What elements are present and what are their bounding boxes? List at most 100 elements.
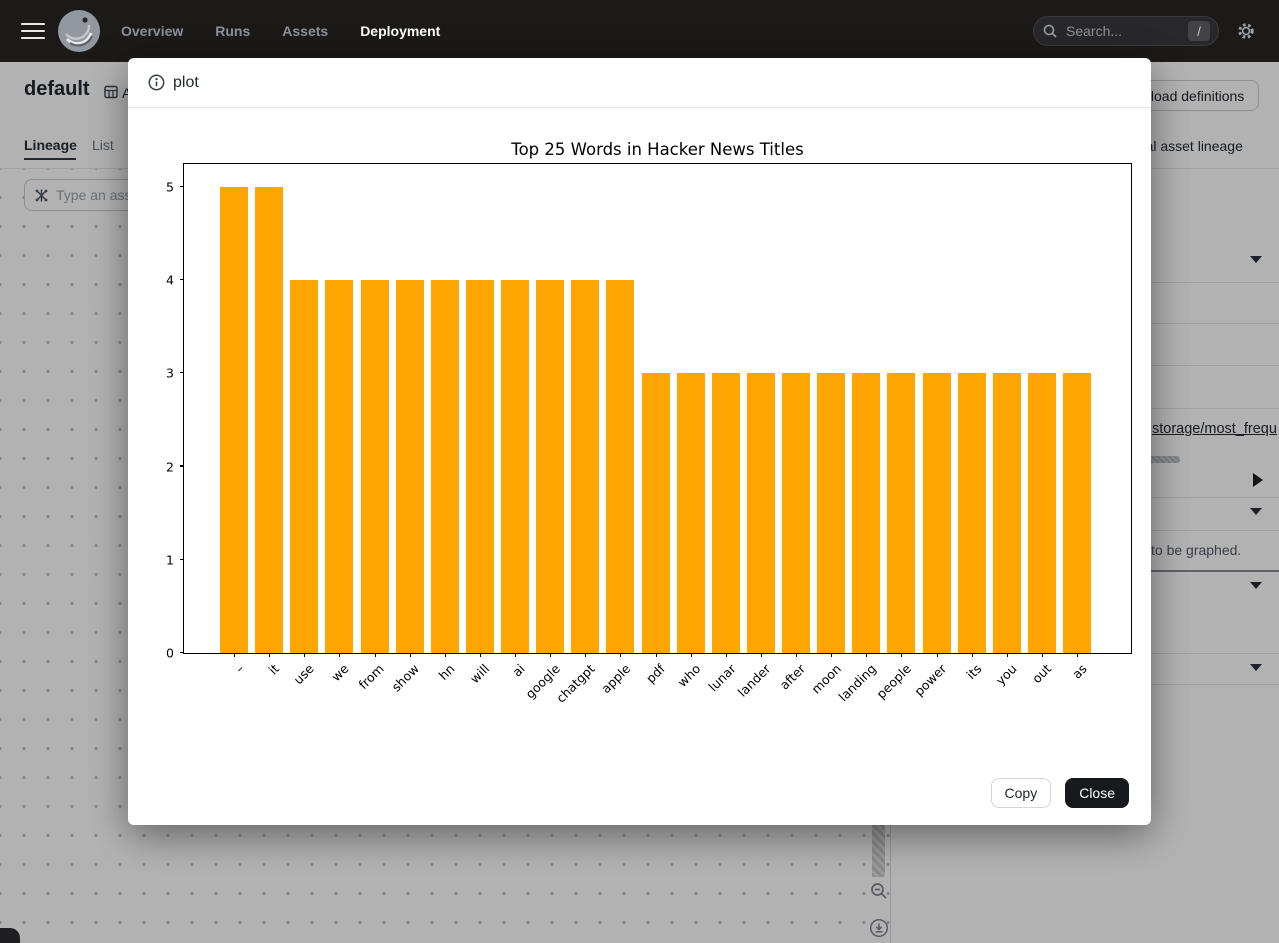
bar-chart: – it use we from show hn will ai google chatgpt app… bbox=[166, 163, 1132, 706]
chevron-right-icon[interactable] bbox=[1253, 473, 1263, 487]
page-title: default bbox=[24, 78, 90, 100]
corner-widget[interactable] bbox=[0, 928, 20, 943]
x-axis-label: pdf bbox=[643, 661, 669, 686]
chevron-down-icon[interactable] bbox=[1250, 508, 1262, 515]
bar-slot: google bbox=[522, 164, 565, 702]
bar-slot: – bbox=[220, 164, 248, 676]
x-axis-label: it bbox=[265, 661, 282, 678]
bar-slot: hn bbox=[430, 164, 459, 683]
x-axis-label: hn bbox=[435, 661, 458, 683]
y-axis-label: 2 bbox=[166, 459, 174, 475]
bar bbox=[290, 280, 319, 653]
x-axis-label: after bbox=[777, 661, 809, 693]
canvas-scrollbar[interactable] bbox=[872, 815, 885, 877]
chevron-down-icon[interactable] bbox=[1250, 664, 1262, 671]
x-tick-mark bbox=[234, 653, 235, 657]
plot-modal: plot Top 25 Words in Hacker News Titles … bbox=[128, 58, 1151, 825]
bar-slot: chatgpt bbox=[553, 164, 600, 706]
x-tick-mark bbox=[971, 653, 973, 657]
bar-slot: it bbox=[255, 164, 284, 678]
bar-slot: power bbox=[911, 164, 951, 699]
x-axis-label: apple bbox=[597, 661, 633, 697]
bar-slot: pdf bbox=[641, 164, 670, 686]
x-axis-label: people bbox=[873, 661, 914, 702]
bar-slot: lunar bbox=[705, 164, 740, 694]
hamburger-menu-icon[interactable] bbox=[21, 18, 45, 44]
bar bbox=[711, 373, 740, 653]
x-tick-mark bbox=[1006, 653, 1008, 657]
x-tick-mark bbox=[866, 653, 868, 657]
copy-button[interactable]: Copy bbox=[990, 778, 1052, 808]
bar-slot: ai bbox=[501, 164, 529, 679]
bar-slot: will bbox=[465, 164, 494, 686]
bar-slot: show bbox=[389, 164, 424, 694]
bar bbox=[1063, 373, 1091, 653]
x-axis-label: lunar bbox=[705, 661, 739, 695]
x-tick-mark bbox=[269, 653, 271, 657]
x-axis-label: you bbox=[992, 661, 1020, 688]
x-axis-label: ai bbox=[509, 661, 528, 680]
x-tick-mark bbox=[725, 653, 727, 657]
search-icon bbox=[1043, 24, 1057, 38]
asset-group-icon bbox=[104, 85, 118, 99]
y-axis-label: 5 bbox=[166, 179, 174, 195]
x-tick-mark bbox=[339, 653, 341, 657]
bar bbox=[360, 280, 389, 653]
bars-row: – it use we from show hn will ai google chatgpt app… bbox=[184, 164, 1131, 706]
y-axis-label: 1 bbox=[166, 552, 174, 568]
nav-item-assets[interactable]: Assets bbox=[282, 23, 329, 39]
bar bbox=[571, 280, 600, 653]
tab-lineage[interactable]: Lineage bbox=[24, 137, 77, 153]
modal-title: plot bbox=[173, 73, 199, 91]
bar bbox=[465, 280, 494, 653]
horizontal-scrollbar-thumb[interactable] bbox=[1146, 456, 1180, 463]
bar-slot: its bbox=[957, 164, 986, 682]
download-icon[interactable] bbox=[869, 918, 889, 938]
x-tick-mark bbox=[760, 653, 762, 657]
bar bbox=[957, 373, 986, 653]
asset-graph-icon bbox=[35, 189, 48, 201]
gear-icon[interactable] bbox=[1237, 22, 1255, 40]
x-tick-mark bbox=[515, 653, 516, 657]
y-axis-label: 3 bbox=[166, 365, 174, 381]
bar-slot: as bbox=[1063, 164, 1091, 682]
x-axis-label: as bbox=[1068, 661, 1090, 682]
x-tick-mark bbox=[585, 653, 587, 657]
x-tick-mark bbox=[444, 653, 446, 657]
chevron-down-icon[interactable] bbox=[1250, 256, 1262, 263]
y-axis-label: 4 bbox=[166, 272, 174, 288]
chevron-down-icon[interactable] bbox=[1250, 582, 1262, 589]
x-tick-mark bbox=[1041, 653, 1043, 657]
bar bbox=[501, 280, 529, 653]
x-tick-mark bbox=[409, 653, 411, 657]
dagster-logo[interactable] bbox=[57, 9, 101, 53]
x-tick-mark bbox=[374, 653, 376, 657]
bar bbox=[817, 373, 846, 653]
bar-slot: moon bbox=[808, 164, 846, 697]
x-tick-mark bbox=[831, 653, 833, 657]
bar bbox=[1027, 373, 1056, 653]
x-axis-label: will bbox=[467, 661, 493, 687]
y-tick-mark bbox=[180, 185, 184, 187]
nav-item-runs[interactable]: Runs bbox=[215, 23, 251, 39]
asset-path-link[interactable]: storage/most_frequ bbox=[1152, 421, 1277, 437]
global-search-input[interactable]: Search... / bbox=[1033, 16, 1219, 46]
x-axis-label: show bbox=[388, 661, 423, 695]
nav-item-deployment[interactable]: Deployment bbox=[360, 23, 441, 39]
bar bbox=[536, 280, 565, 653]
close-button[interactable]: Close bbox=[1065, 778, 1129, 808]
top-nav: Overview Runs Assets Deployment Search..… bbox=[0, 0, 1279, 62]
zoom-out-icon[interactable] bbox=[869, 881, 889, 901]
nav-items: Overview Runs Assets Deployment bbox=[121, 23, 440, 39]
x-axis-label: lander bbox=[734, 661, 774, 700]
x-tick-mark bbox=[796, 653, 797, 657]
bar-slot: who bbox=[674, 164, 705, 690]
bar-slot: landing bbox=[835, 164, 881, 704]
panel-note-text: to be graphed. bbox=[1151, 542, 1242, 558]
bar bbox=[325, 280, 354, 653]
x-axis-label: use bbox=[290, 661, 317, 688]
nav-item-overview[interactable]: Overview bbox=[121, 23, 184, 39]
tab-list[interactable]: List bbox=[92, 137, 114, 153]
bar-slot: we bbox=[325, 164, 354, 684]
bar bbox=[641, 373, 670, 653]
